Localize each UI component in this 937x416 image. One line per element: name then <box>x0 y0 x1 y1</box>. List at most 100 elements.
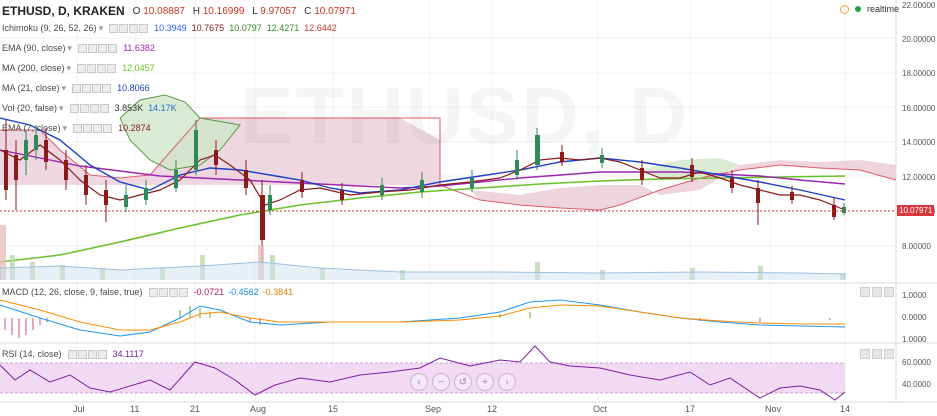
senkou-span-b-line <box>0 117 897 211</box>
macd-name[interactable]: MACD (12, 26, close, 9, false, true) <box>2 287 143 297</box>
rsi-legend: RSI (14, close) 34.1117 <box>2 349 144 359</box>
indicator-name[interactable]: MA (21, close) <box>2 82 60 93</box>
macd-tick-label: 1.0000 <box>902 291 927 300</box>
indicator-value: 10.2874 <box>118 122 151 133</box>
indicator-legend-row: EMA (90, close) ▾ 11.6382 <box>2 38 361 58</box>
chevron-down-icon[interactable]: ▾ <box>66 62 72 73</box>
indicator-controls[interactable] <box>109 23 149 33</box>
ema-7-line <box>0 144 846 211</box>
ichimoku-cloud-bullish <box>120 95 240 170</box>
price-tick-label: 16.00000 <box>902 104 936 113</box>
indicator-value: 11.6382 <box>123 42 155 53</box>
indicator-legend-row: Ichimoku (9, 26, 52, 26) ▾ 10.3949 10.7675 1… <box>2 18 361 38</box>
time-tick-label: 11 <box>130 404 140 414</box>
rsi-name[interactable]: RSI (14, close) <box>2 349 62 359</box>
indicator-controls[interactable] <box>67 349 107 359</box>
indicator-value: 12.4271 <box>266 22 300 33</box>
time-tick-label: 17 <box>685 404 696 414</box>
volume-ma-line <box>0 261 846 280</box>
indicator-value: 10.8066 <box>117 82 150 93</box>
rsi-line <box>0 345 846 401</box>
indicator-legend-row: EMA (7, close) ▾ 10.2874 <box>2 118 361 138</box>
price-tick-label: 20.00000 <box>902 35 936 44</box>
scroll-right-icon[interactable]: › <box>498 373 516 391</box>
zoom-out-icon[interactable]: ‹ <box>410 373 428 391</box>
clock-icon <box>840 4 849 14</box>
indicator-name[interactable]: EMA (7, close) <box>2 122 61 133</box>
indicator-name[interactable]: Ichimoku (9, 26, 52, 26) <box>2 22 97 33</box>
rsi-tick-label: 60.0000 <box>902 358 931 367</box>
rsi-axis[interactable]: 60.0000 40.0000 <box>900 343 937 402</box>
ma-21-line <box>0 117 846 201</box>
status-dot-icon <box>855 6 861 12</box>
indicator-name[interactable]: MA (200, close) <box>2 62 65 73</box>
rsi-tick-label: 40.0000 <box>902 380 931 389</box>
indicator-controls[interactable] <box>148 287 188 297</box>
price-tick-label: 8.00000 <box>902 242 931 251</box>
chart-navigation: ‹ − ↺ + › <box>410 373 516 391</box>
chevron-down-icon[interactable]: ▾ <box>59 102 64 113</box>
macd-signal-line <box>0 299 845 331</box>
chevron-down-icon[interactable]: ▾ <box>67 42 73 53</box>
indicator-value: 10.3949 <box>154 22 187 33</box>
macd-value-3: -0.3841 <box>262 287 294 297</box>
macd-line <box>0 299 846 337</box>
indicator-controls[interactable] <box>73 123 113 133</box>
chevron-down-icon[interactable]: ▾ <box>62 122 68 133</box>
macd-axis[interactable]: 1.0000 0.0000 1.0000 <box>900 283 937 344</box>
macd-histogram <box>4 306 831 338</box>
ichimoku-cloud-bearish <box>0 118 440 185</box>
indicator-value: 12.6442 <box>304 22 337 33</box>
zoom-in-icon[interactable]: − <box>432 373 450 391</box>
indicator-name[interactable]: EMA (90, close) <box>2 42 66 53</box>
price-tick-label: 18.00000 <box>902 69 936 78</box>
macd-legend: MACD (12, 26, close, 9, false, true) -0.… <box>2 287 293 297</box>
macd-pane-controls[interactable] <box>860 287 894 297</box>
time-tick-label: Sep <box>425 404 442 414</box>
symbol-title[interactable]: ETHUSD, D, KRAKEN <box>2 3 125 18</box>
current-price-tag: 10.07971 <box>897 205 935 216</box>
time-tick-label: Nov <box>765 404 782 414</box>
realtime-indicator[interactable]: realtime <box>840 4 899 14</box>
indicator-controls[interactable] <box>72 83 112 93</box>
ichimoku-cloud-bearish-2 <box>470 160 896 210</box>
main-legend: ETHUSD, D, KRAKEN O 10.08887 H 10.16999 … <box>2 4 361 138</box>
time-axis[interactable]: Jul 11 21 Aug 15 Sep 12 Oct 17 Nov 14 <box>0 404 896 416</box>
price-tick-label: 22.00000 <box>902 1 936 10</box>
macd-tick-label: 1.0000 <box>902 335 927 344</box>
symbol-header: ETHUSD, D, KRAKEN O 10.08887 H 10.16999 … <box>2 4 361 18</box>
indicator-value: 10.0797 <box>229 22 262 33</box>
grid <box>0 0 896 402</box>
indicator-controls[interactable] <box>78 43 118 53</box>
time-tick-label: Oct <box>593 404 608 414</box>
macd-value-2: -0.4562 <box>228 287 259 297</box>
indicator-name[interactable]: Vol (20, false) <box>2 102 58 113</box>
chevron-down-icon[interactable]: ▾ <box>61 82 67 93</box>
time-tick-label: 15 <box>328 404 339 414</box>
price-tick-label: 12.00000 <box>902 173 936 182</box>
macd-tick-label: 0.0000 <box>902 313 927 322</box>
indicator-value: 3.853K <box>114 102 144 113</box>
time-tick-label: Aug <box>250 404 267 414</box>
indicator-legend-row: Vol (20, false) ▾ 3.853K 14.17K <box>2 98 361 118</box>
rsi-pane-controls[interactable] <box>860 349 894 359</box>
time-tick-label: 21 <box>190 404 201 414</box>
rsi-value: 34.1117 <box>112 349 144 359</box>
indicator-value: 12.0457 <box>122 62 155 73</box>
indicator-value: 14.17K <box>148 102 177 113</box>
indicator-value: 10.7675 <box>191 22 225 33</box>
chevron-down-icon[interactable]: ▾ <box>98 22 104 33</box>
macd-value-1: -0.0721 <box>193 287 225 297</box>
symbol-watermark: ETHUSD, D <box>240 71 690 160</box>
senkou-span-a-line <box>119 94 241 171</box>
price-tick-label: 14.00000 <box>902 138 936 147</box>
indicator-controls[interactable] <box>77 63 117 73</box>
indicator-legend-row: MA (21, close) ▾ 10.8066 <box>2 78 361 98</box>
indicator-legend-row: MA (200, close) ▾ 12.0457 <box>2 58 361 78</box>
time-tick-label: 14 <box>840 404 851 414</box>
reset-icon[interactable]: ↺ <box>454 373 472 391</box>
price-axis[interactable]: 22.00000 20.00000 18.00000 16.00000 14.00000… <box>900 0 937 283</box>
indicator-controls[interactable] <box>69 103 109 113</box>
scroll-left-icon[interactable]: + <box>476 373 494 391</box>
